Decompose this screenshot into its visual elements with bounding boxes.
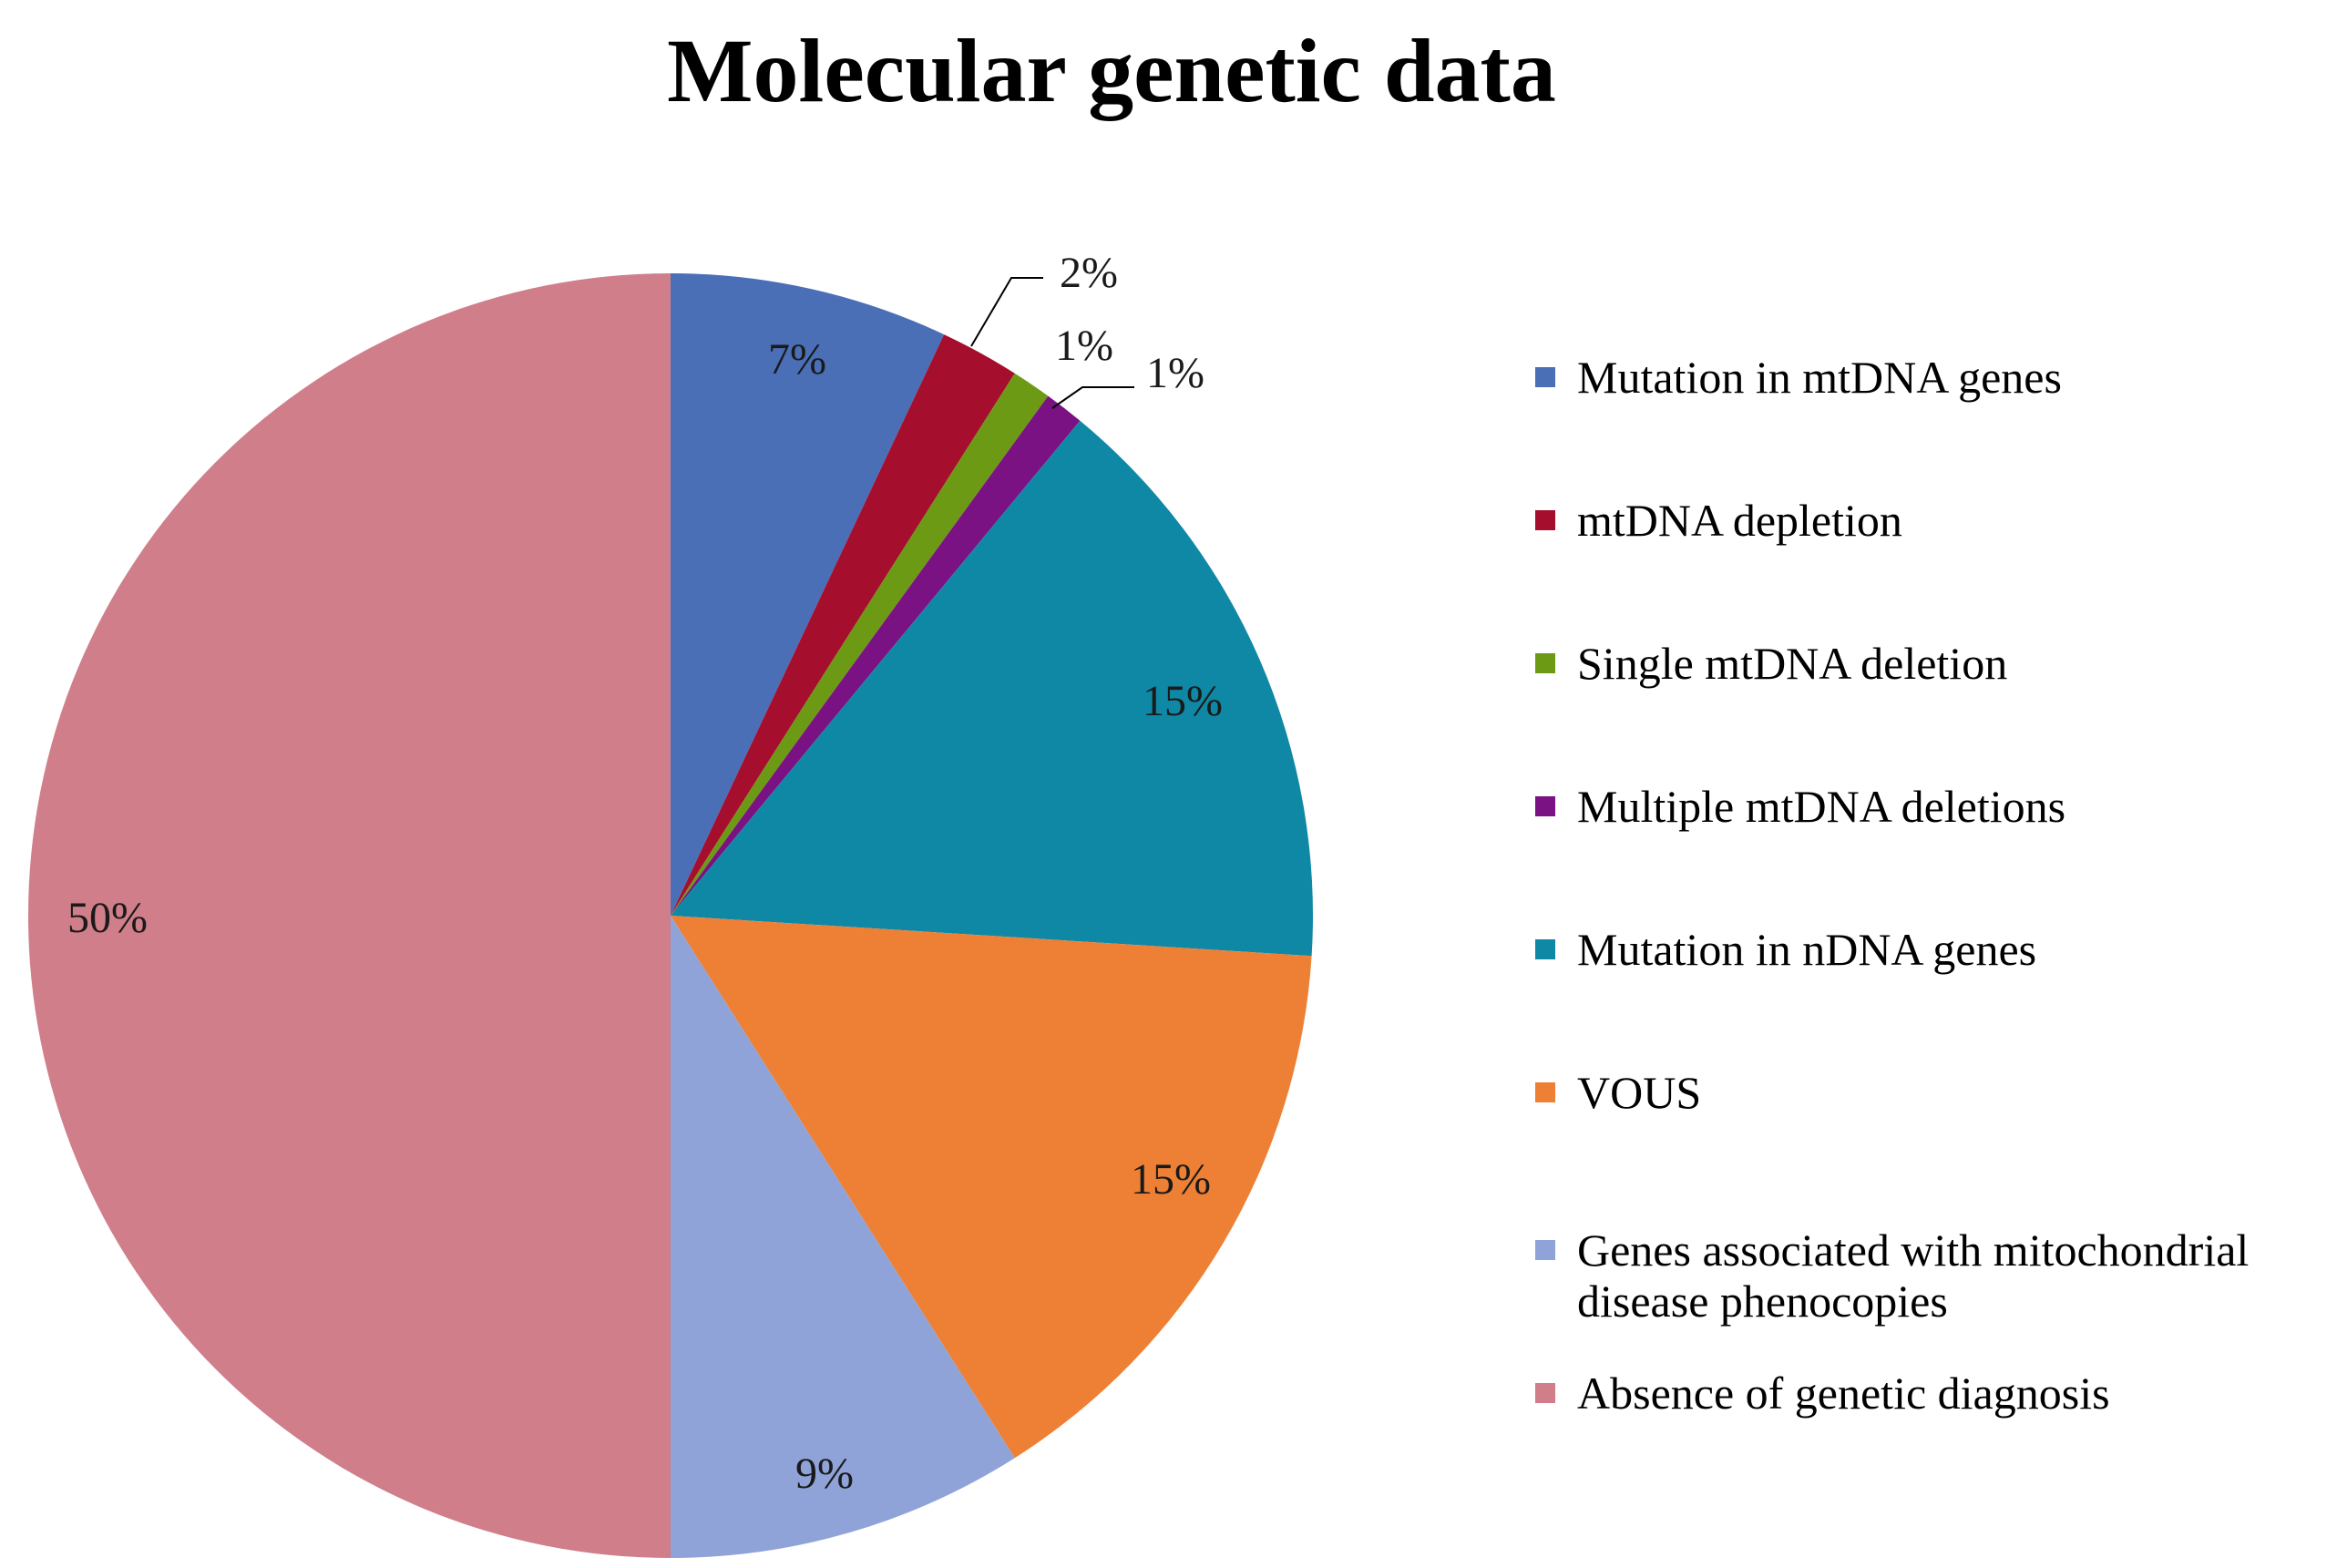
pie-slice [671,373,1049,916]
pie-slice [671,916,1312,1459]
slice-data-label: 50% [67,894,148,942]
legend-item: Mutation in mtDNA genes [1535,352,2337,403]
legend-swatch [1535,510,1555,530]
legend-label: Genes associated with mitochondrial dise… [1577,1225,2250,1327]
legend-label: Absence of genetic diagnosis [1577,1368,2110,1419]
slice-data-label: 9% [795,1450,854,1498]
slice-data-label: 15% [1143,677,1223,725]
legend-item: VOUS [1535,1067,2337,1118]
chart-title: Molecular genetic data [667,20,1556,121]
legend-swatch [1535,796,1555,816]
slice-data-label: 1% [1055,322,1113,370]
legend-label: Single mtDNA deletion [1577,638,2008,689]
legend-swatch [1535,1383,1555,1403]
legend-item: Multiple mtDNA deletions [1535,781,2337,832]
legend-label: Multiple mtDNA deletions [1577,781,2066,832]
legend-item: Genes associated with mitochondrial dise… [1535,1225,2337,1327]
leader-line [970,277,1043,347]
legend-label: VOUS [1577,1067,1702,1118]
pie-slice [28,273,671,1558]
legend-swatch [1535,1082,1555,1102]
slice-data-label: 2% [1060,249,1118,297]
legend-label: mtDNA depletion [1577,495,1902,546]
legend-label: Mutation in mtDNA genes [1577,352,2062,403]
slice-data-label: 7% [768,335,826,384]
legend-item: Absence of genetic diagnosis [1535,1368,2337,1419]
leader-line [1051,386,1134,409]
pie-slice [671,273,945,916]
legend-item: Mutation in nDNA genes [1535,924,2337,975]
legend-item: Single mtDNA deletion [1535,638,2337,689]
pie-slice [671,916,1015,1558]
pie-slice [671,420,1314,957]
slice-data-label: 1% [1146,349,1204,397]
legend-swatch [1535,1240,1555,1260]
pie-slice [671,395,1081,916]
legend-swatch [1535,939,1555,959]
legend-swatch [1535,653,1555,673]
slice-data-label: 15% [1131,1155,1211,1204]
legend-item: mtDNA depletion [1535,495,2337,546]
legend-label: Mutation in nDNA genes [1577,924,2037,975]
pie-slice [671,334,1015,917]
legend-swatch [1535,367,1555,387]
